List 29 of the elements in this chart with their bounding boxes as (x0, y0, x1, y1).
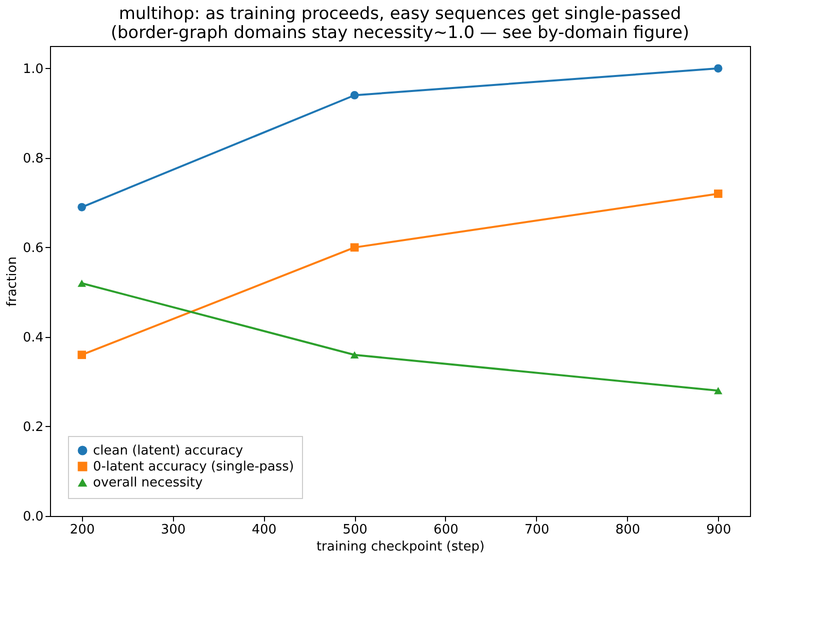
y-tick-label: 0.2 (22, 420, 44, 435)
chart-title: multihop: as training proceeds, easy sequences get single-passed (border-graph domains stay necessity~1.0 — see by-domain figure) (110, 4, 690, 43)
point (78, 202, 86, 212)
x-axis-title: training checkpoint (step) (316, 540, 485, 554)
x-tick-label: 900 (706, 522, 732, 538)
x-tick-label: 200 (70, 522, 95, 538)
point (714, 190, 722, 198)
point (714, 387, 722, 394)
point (350, 351, 359, 358)
point (78, 350, 86, 360)
y-tick-label: 0.0 (22, 510, 44, 524)
point (78, 280, 86, 287)
legend-label: clean (latent) accuracy (93, 444, 244, 458)
y-tick-label: 0.8 (22, 151, 44, 166)
x-tick-label: 800 (615, 522, 640, 538)
legend-label: 0-latent accuracy (single-pass) (93, 460, 294, 474)
legend-label: overall necessity (93, 476, 203, 490)
point (714, 64, 722, 73)
y-tick-label: 0.4 (22, 330, 44, 346)
y-axis-title: fraction (4, 256, 20, 306)
y-tick-label: 1.0 (22, 62, 44, 77)
point (350, 91, 359, 100)
x-tick-label: 700 (524, 522, 550, 538)
x-tick-label: 300 (160, 522, 186, 538)
point (350, 243, 359, 252)
x-tick-label: 600 (434, 522, 458, 538)
y-tick-label: 0.6 (22, 240, 44, 256)
x-tick-label: 500 (342, 522, 368, 538)
x-tick-label: 400 (252, 522, 277, 538)
